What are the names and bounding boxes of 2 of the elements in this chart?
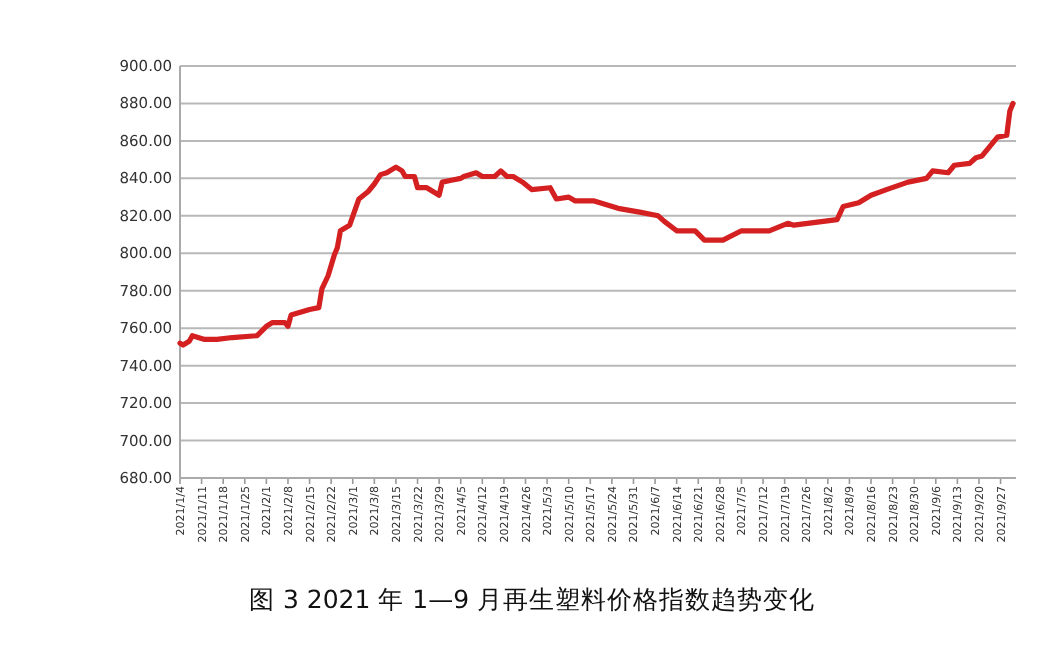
line-series (177, 100, 1016, 348)
caption: 图 3 2021 年 1—9 月再生塑料价格指数趋势变化 (248, 584, 816, 614)
